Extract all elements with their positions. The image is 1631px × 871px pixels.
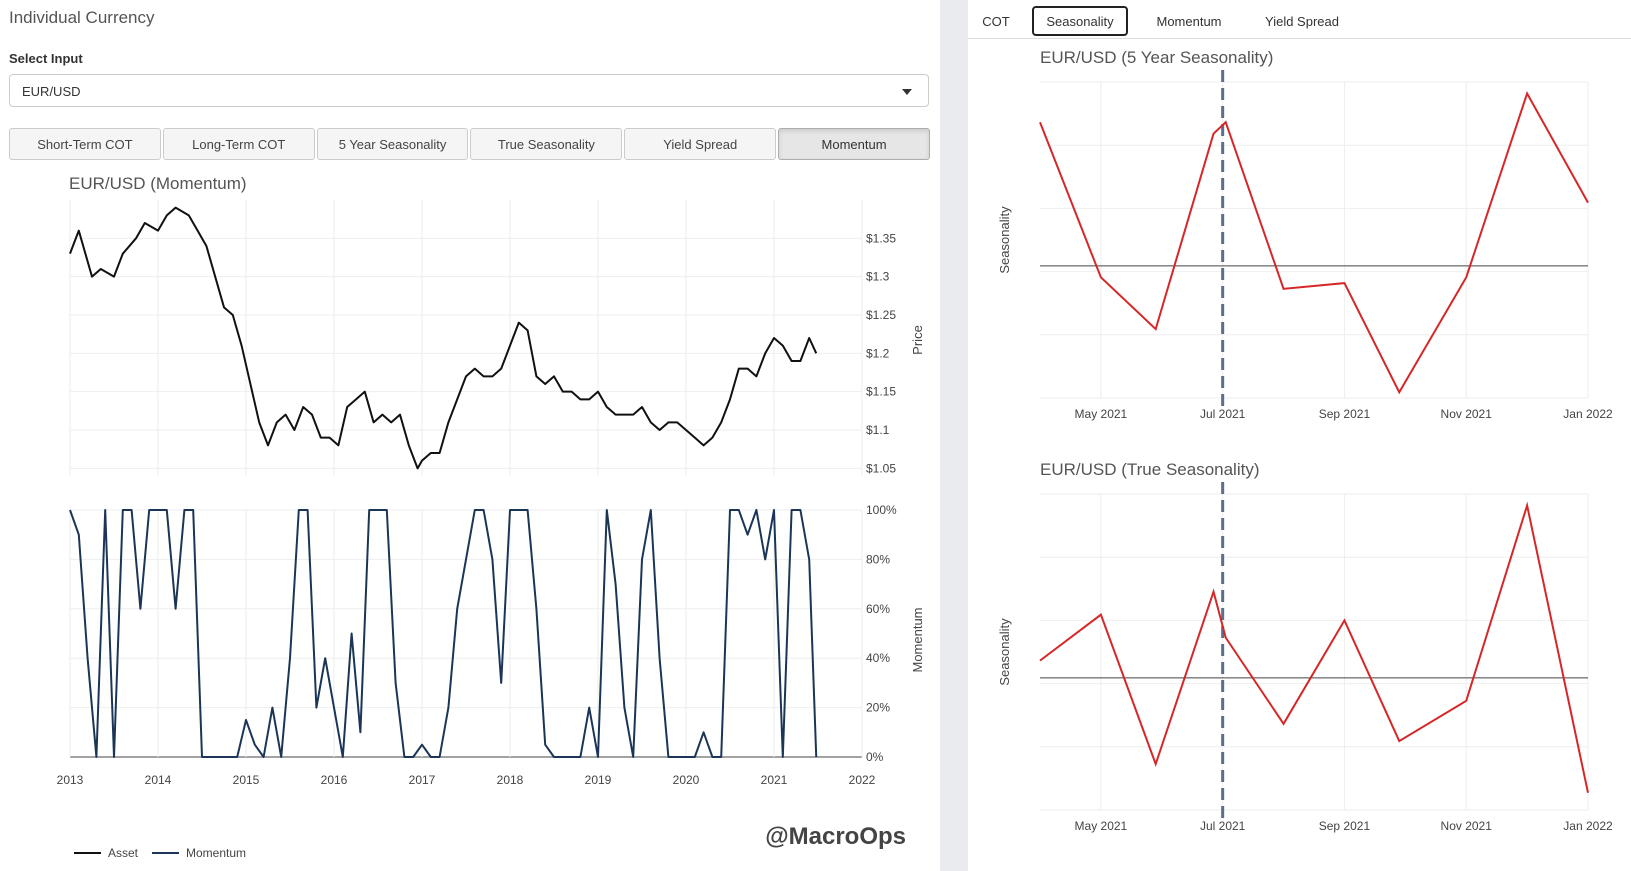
short-term-cot-button[interactable]: Short-Term COT (9, 128, 161, 160)
year-tick-label: 2016 (321, 773, 348, 787)
true-seasonality-button[interactable]: True Seasonality (470, 128, 623, 160)
seasonality-x-tick-label: Sep 2021 (1319, 407, 1371, 421)
legend-asset-label: Asset (108, 846, 139, 860)
right-tab-bar: COT Seasonality Momentum Yield Spread (968, 0, 1631, 39)
chart-button-row: Short-Term COT Long-Term COT 5 Year Seas… (9, 128, 930, 162)
five-year-seasonality-button[interactable]: 5 Year Seasonality (316, 128, 469, 160)
momentum-axis-label: Momentum (910, 607, 925, 672)
momentum-chart-title: EUR/USD (Momentum) (69, 174, 247, 193)
momentum-tick-label: 20% (866, 701, 890, 715)
momentum-tick-label: 100% (866, 503, 897, 517)
left-panel: Individual Currency Select Input EUR/USD… (9, 8, 930, 860)
page-title: Individual Currency (9, 8, 155, 27)
seasonality-x-tick-label: Jul 2021 (1200, 407, 1246, 421)
price-tick-label: $1.2 (866, 346, 890, 360)
macroops-watermark: @MacroOps (765, 823, 906, 850)
year-tick-label: 2021 (761, 773, 788, 787)
price-tick-label: $1.25 (866, 308, 896, 322)
price-tick-label: $1.3 (866, 270, 890, 284)
year-tick-label: 2014 (145, 773, 172, 787)
seasonality-x-tick-label: May 2021 (1075, 407, 1128, 421)
momentum-button[interactable]: Momentum (778, 128, 930, 160)
momentum-tick-label: 80% (866, 552, 890, 566)
seasonality-charts: EUR/USD (5 Year Seasonality) May 2021 Jul… (997, 48, 1613, 833)
year-tick-label: 2018 (497, 773, 524, 787)
year-tick-label: 2022 (849, 773, 876, 787)
price-grid (69, 200, 863, 476)
seasonality-x-tick-label: Jul 2021 (1200, 819, 1246, 833)
asset-line (69, 206, 818, 470)
seasonality-line (1039, 91, 1589, 395)
chart-legend[interactable]: Asset Momentum (74, 846, 246, 860)
legend-momentum-label: Momentum (186, 846, 246, 860)
price-tick-label: $1.05 (866, 461, 896, 475)
true-seasonality-title: EUR/USD (True Seasonality) (1040, 460, 1260, 479)
momentum-chart: EUR/USD (Momentum) $1.05$1.1$1.15$1.2$1.… (57, 174, 925, 860)
seasonality-x-tick-label: Jan 2022 (1563, 407, 1613, 421)
price-tick-label: $1.1 (866, 423, 890, 437)
price-y-ticks: $1.05 $1.1 $1.15 $1.2 $1.25 $1.3 $1.35 (866, 231, 896, 475)
momentum-tick-label: 0% (866, 750, 884, 764)
tab-cot[interactable]: COT (982, 13, 1010, 29)
year-tick-label: 2020 (673, 773, 700, 787)
price-tick-label: $1.35 (866, 231, 896, 245)
seasonality-line (1039, 501, 1589, 793)
seasonality-x-tick-label: Nov 2021 (1441, 819, 1493, 833)
momentum-line (69, 509, 818, 758)
five-year-seasonality-title: EUR/USD (5 Year Seasonality) (1040, 48, 1273, 67)
momentum-tick-label: 40% (866, 651, 890, 665)
momentum-tick-label: 60% (866, 602, 890, 616)
momentum-grid (69, 509, 863, 758)
price-axis-label: Price (910, 325, 925, 355)
true-seasonality-chart: May 2021 Jul 2021 Sep 2021 Nov 2021 Jan 2022… (997, 482, 1613, 833)
seasonality-x-tick-label: Jan 2022 (1563, 819, 1613, 833)
tab-momentum[interactable]: Momentum (1156, 13, 1222, 29)
right-panel: COT Seasonality Momentum Yield Spread EU… (968, 0, 1631, 871)
year-x-ticks: 2013 2014 2015 2016 2017 2018 2019 2020 2021 2022 (57, 773, 876, 787)
year-tick-label: 2019 (585, 773, 612, 787)
seasonality-x-tick-label: Sep 2021 (1319, 819, 1371, 833)
asset-series (69, 206, 818, 470)
seasonality-axis-label: Seasonality (997, 206, 1012, 274)
yield-spread-button[interactable]: Yield Spread (624, 128, 777, 160)
year-tick-label: 2015 (233, 773, 260, 787)
tab-seasonality[interactable]: Seasonality (1032, 6, 1128, 36)
year-tick-label: 2013 (57, 773, 84, 787)
panel-divider (940, 0, 968, 871)
momentum-y-ticks: 0% 20% 40% 60% 80% 100% (866, 503, 897, 764)
seasonality-x-tick-label: Nov 2021 (1441, 407, 1493, 421)
currency-select[interactable]: EUR/USD (9, 74, 929, 107)
select-input-label: Select Input (9, 51, 83, 66)
seasonality-x-tick-label: May 2021 (1075, 819, 1128, 833)
five-year-seasonality-chart: May 2021 Jul 2021 Sep 2021 Nov 2021 Jan 2022… (997, 70, 1613, 421)
long-term-cot-button[interactable]: Long-Term COT (162, 128, 315, 160)
currency-select-value: EUR/USD (22, 84, 81, 99)
year-tick-label: 2017 (409, 773, 436, 787)
seasonality-axis-label: Seasonality (997, 618, 1012, 686)
chevron-down-icon (902, 89, 912, 95)
price-tick-label: $1.15 (866, 385, 896, 399)
momentum-series (69, 509, 818, 758)
tab-yield-spread[interactable]: Yield Spread (1265, 13, 1339, 29)
